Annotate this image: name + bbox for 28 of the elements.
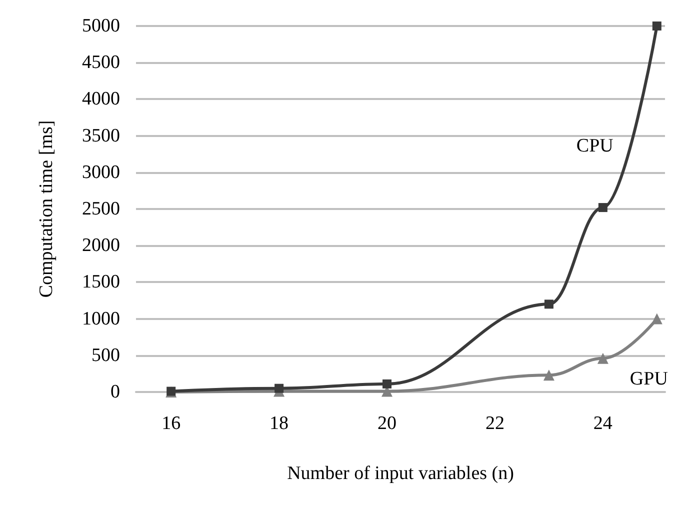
y-tick-label: 3500 xyxy=(82,125,120,146)
y-tick-label: 3000 xyxy=(82,162,120,183)
y-tick-label: 4000 xyxy=(82,88,120,110)
point xyxy=(382,379,392,388)
x-tick-label: 20 xyxy=(378,413,397,434)
point xyxy=(543,370,554,381)
point xyxy=(652,22,662,30)
point xyxy=(544,300,554,309)
series-label: GPU xyxy=(630,368,668,390)
y-tick-label: 2000 xyxy=(82,235,120,256)
y-tick-label: 5000 xyxy=(82,16,120,36)
x-tick-label: 18 xyxy=(270,413,289,434)
y-tick-label: 1500 xyxy=(82,272,120,293)
y-axis-title: Computation time [ms] xyxy=(36,120,57,298)
point xyxy=(598,203,608,212)
y-tick-label: 4500 xyxy=(82,52,120,74)
x-axis-title: Number of input variables (n) xyxy=(287,463,514,484)
point xyxy=(597,352,608,364)
point xyxy=(274,384,284,393)
point xyxy=(651,313,662,324)
x-tick-label: 24 xyxy=(593,413,613,434)
y-tick-label: 500 xyxy=(92,344,120,366)
y-tick-label: 0 xyxy=(110,382,120,402)
x-tick-label: 22 xyxy=(485,413,504,434)
y-tick-label: 2500 xyxy=(82,198,120,220)
x-tick-label: 16 xyxy=(162,413,181,434)
y-tick-label: 1000 xyxy=(82,308,120,330)
series-label: CPU xyxy=(576,136,614,156)
